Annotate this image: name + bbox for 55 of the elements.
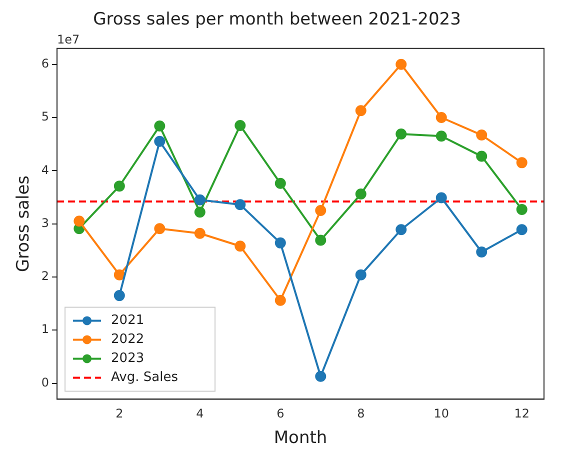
point: [396, 128, 407, 140]
x-axis-title: Month: [274, 428, 328, 448]
point: [194, 194, 206, 206]
y-axis-title: Gross sales: [14, 175, 34, 272]
point: [234, 240, 246, 252]
point: [436, 112, 447, 123]
point: [154, 136, 166, 147]
y-tick-label: 1: [41, 322, 50, 336]
y-tick-label: 0: [41, 375, 50, 390]
y-tick-label: 3: [41, 216, 50, 230]
point: [315, 234, 326, 246]
point: [436, 130, 447, 142]
point: [436, 192, 447, 204]
legend-label: 2021: [111, 313, 144, 328]
point: [274, 237, 286, 248]
point: [234, 199, 246, 210]
point: [516, 204, 528, 215]
y-tick-label: 2: [41, 269, 50, 284]
point: [274, 178, 286, 189]
x-tick-label: 12: [514, 406, 530, 421]
chart-title: Gross sales per month between 2021-2023: [93, 10, 461, 30]
point: [516, 224, 528, 236]
point: [274, 294, 286, 306]
point: [396, 224, 407, 236]
point: [194, 206, 206, 218]
x-tick-label: 8: [357, 406, 365, 421]
y-tick-label: 6: [41, 56, 50, 70]
point: [234, 120, 246, 131]
x-tick-label: 4: [196, 406, 204, 421]
legend-label: 2023: [111, 351, 144, 366]
point: [114, 180, 125, 192]
point: [396, 58, 407, 70]
y-tick-label: 4: [41, 162, 50, 177]
x-tick-label: 6: [276, 406, 284, 421]
point: [315, 205, 326, 216]
point: [154, 223, 166, 234]
x-tick-label: 2: [116, 406, 124, 421]
y-tick-label: 5: [41, 110, 50, 124]
point: [315, 370, 326, 382]
point: [74, 216, 85, 227]
point: [476, 150, 488, 162]
point: [355, 269, 366, 280]
legend-label: Avg. Sales: [111, 370, 178, 386]
point: [154, 120, 166, 132]
point: [114, 269, 125, 280]
point: [476, 246, 488, 258]
text: 1e7: [57, 32, 80, 47]
point: [516, 157, 528, 168]
point: [355, 105, 366, 116]
point: [194, 228, 206, 239]
x-tick-label: 10: [434, 406, 450, 421]
legend-label: 2022: [111, 332, 144, 348]
point: [476, 130, 488, 141]
point: [355, 188, 366, 200]
point: [114, 290, 125, 302]
